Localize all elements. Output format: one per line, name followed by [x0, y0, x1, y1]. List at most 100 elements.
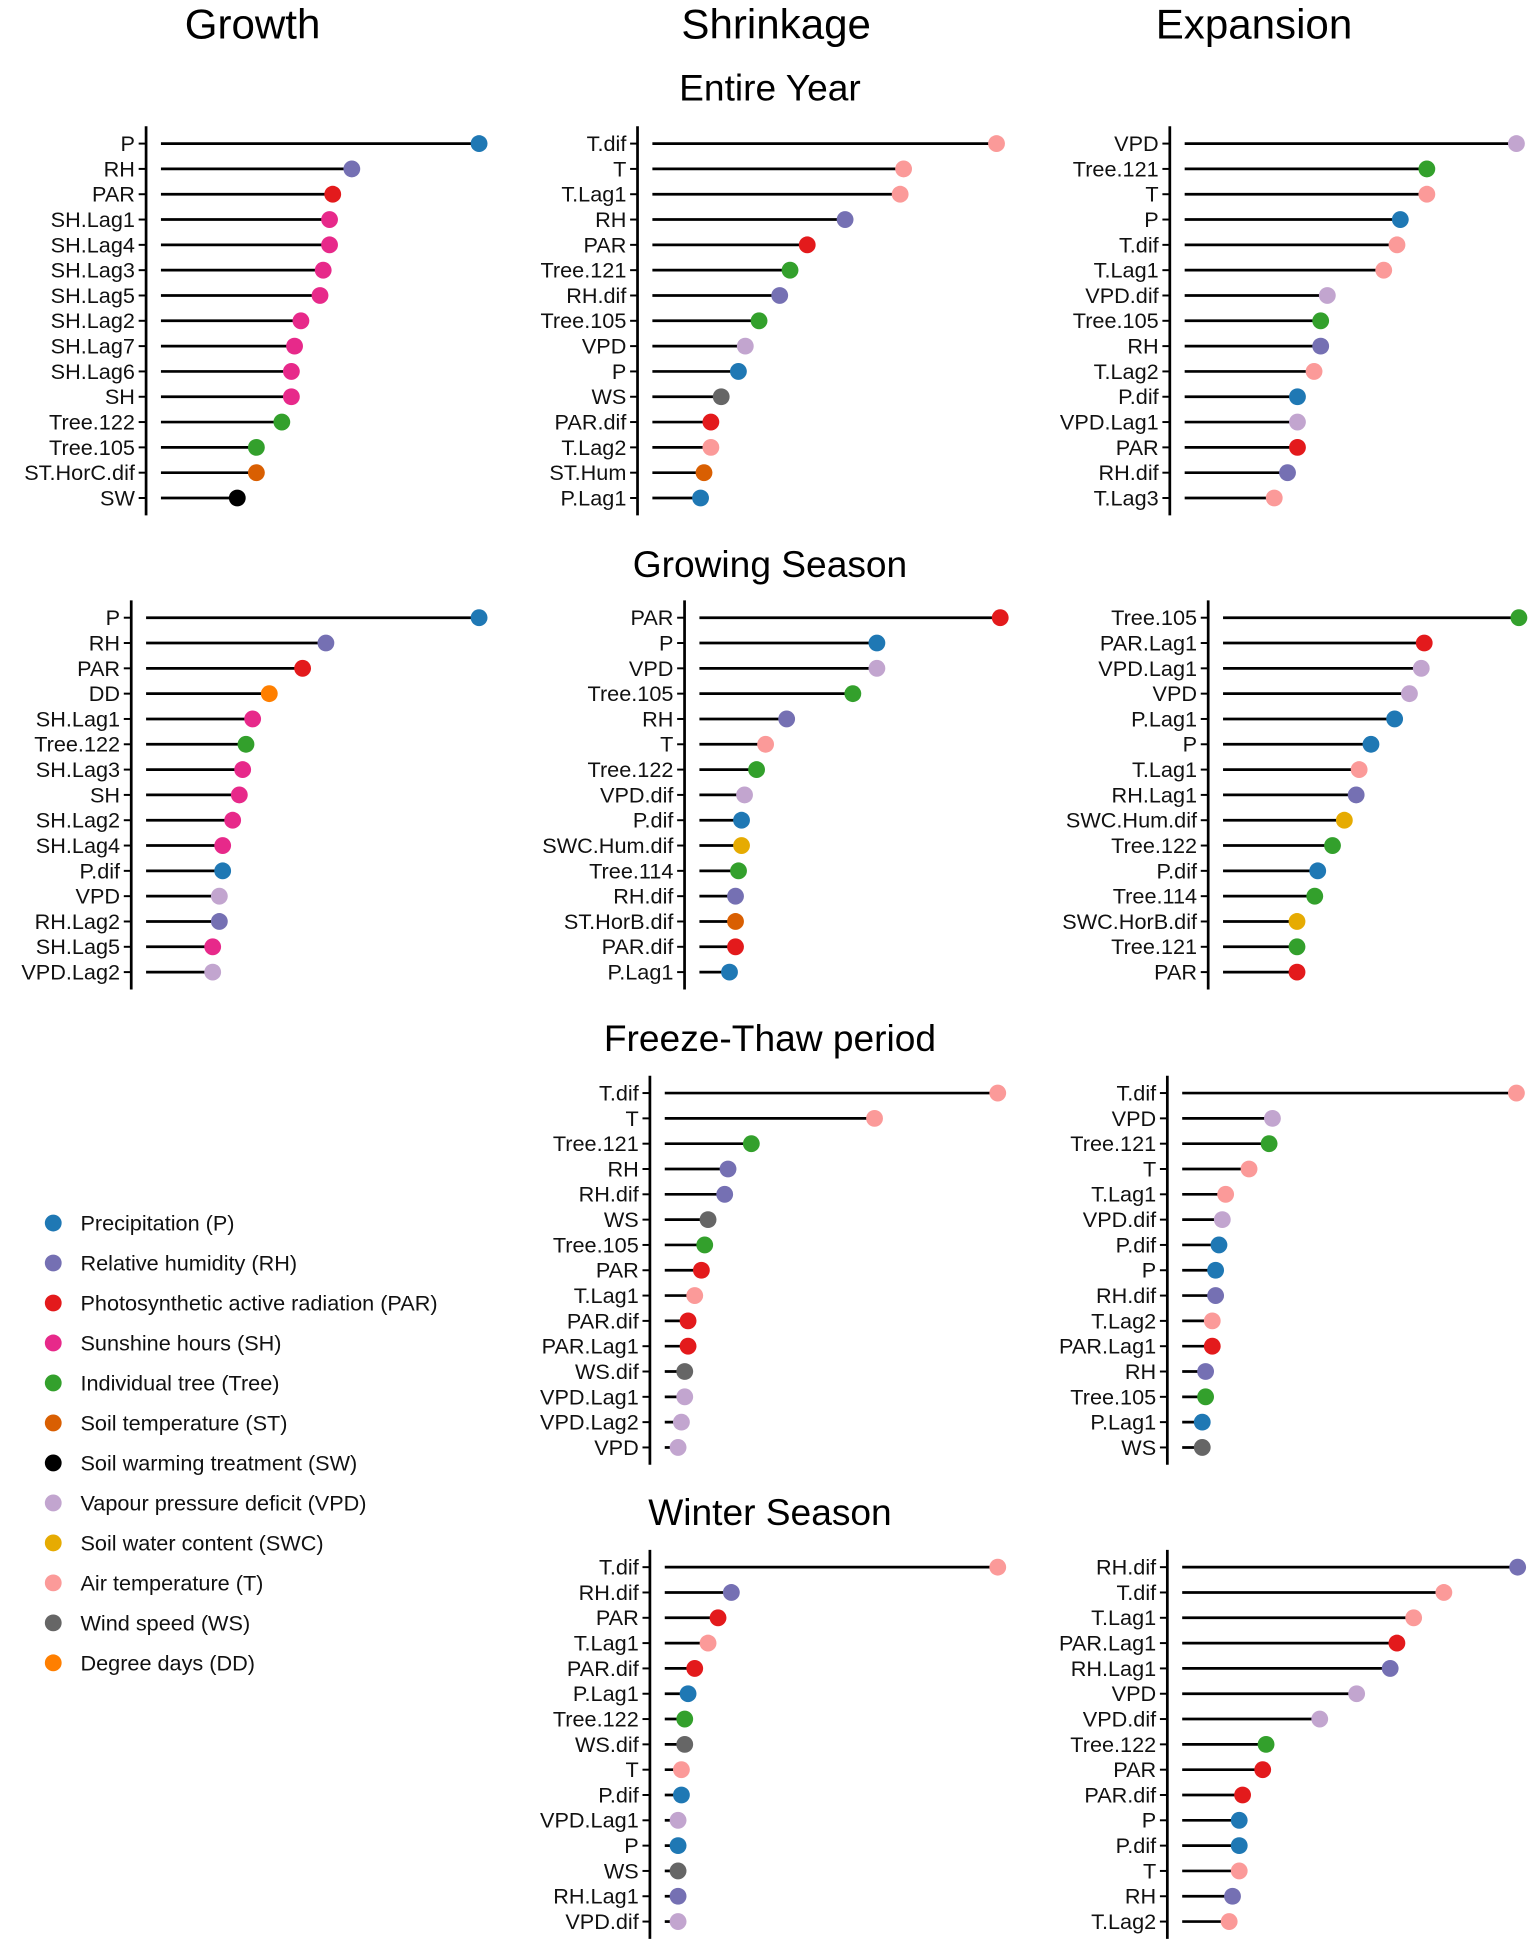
lollipop-dot	[1279, 464, 1296, 482]
panel-growth-growing-season: PRHPARDDSH.Lag1Tree.122SH.Lag3SHSH.Lag2S…	[21, 600, 488, 990]
tick-label: Tree.105	[1111, 605, 1197, 630]
tick-label: Tree.114	[589, 858, 673, 883]
lollipop-dot	[1197, 1363, 1215, 1380]
tick-label: VPD	[76, 884, 121, 909]
panel-expansion-growing-season: Tree.105PAR.Lag1VPD.Lag1VPDP.Lag1PT.Lag1…	[1062, 600, 1528, 990]
lollipop-dot	[836, 211, 854, 228]
legend-marker	[44, 1414, 62, 1432]
tick-label: VPD.dif	[600, 782, 674, 807]
tick-label: VPD.dif	[1083, 1207, 1157, 1232]
lollipop-dot	[1289, 413, 1306, 431]
lollipop-dot	[228, 489, 246, 507]
tick-label: SH.Lag5	[36, 934, 120, 959]
lollipop-dot	[672, 1413, 690, 1431]
tick-label: VPD.Lag1	[540, 1384, 639, 1409]
tick-label: Tree.122	[49, 409, 135, 434]
lollipop-dot	[1510, 609, 1528, 627]
lollipop-dot	[1230, 1811, 1248, 1829]
lollipop-dot	[716, 1185, 734, 1203]
tick-label: RH	[642, 706, 673, 731]
tick-label: VPD	[1153, 681, 1198, 706]
tick-label: P	[612, 359, 626, 384]
lollipop-dot	[733, 811, 750, 829]
tick-label: VPD.Lag1	[540, 1808, 639, 1833]
tick-label: PAR.dif	[567, 1656, 640, 1681]
lollipop-dot	[1260, 1135, 1278, 1153]
lollipop-dot	[1362, 735, 1380, 753]
panel-shrinkage-freeze-thaw-period: T.difTTree.121RHRH.difWSTree.105PART.Lag…	[540, 1075, 1007, 1465]
lollipop-dot	[1391, 211, 1409, 228]
lollipop-dot	[679, 1312, 697, 1330]
tick-label: P.Lag1	[573, 1681, 639, 1706]
tick-label: Tree.105	[553, 1232, 639, 1257]
lollipop-dot	[1234, 1786, 1251, 1804]
lollipop-dot	[750, 312, 768, 330]
lollipop-dot	[989, 1084, 1007, 1102]
legend-marker	[44, 1334, 62, 1352]
lollipop-dot	[294, 659, 312, 677]
lollipop-dot	[1288, 913, 1306, 930]
tick-label: RH.Lag2	[35, 909, 120, 934]
lollipop-dot	[702, 413, 720, 431]
tick-label: Tree.121	[541, 258, 627, 283]
tick-label: RH.dif	[1098, 460, 1159, 485]
legend-item: Vapour pressure deficit (VPD)	[44, 1490, 367, 1515]
lollipop-dot	[722, 1584, 740, 1601]
lollipop-dot	[669, 1811, 687, 1829]
lollipop-dot	[1306, 887, 1324, 905]
lollipop-dot	[1224, 1887, 1241, 1905]
tick-label: RH.dif	[566, 283, 627, 308]
tick-label: Tree.121	[1073, 156, 1159, 181]
tick-label: PAR	[92, 182, 135, 207]
lollipop-dot	[742, 1135, 760, 1153]
tick-label: ST.HorC.dif	[24, 460, 136, 485]
tick-label: SH.Lag2	[36, 808, 120, 833]
tick-label: Tree.122	[1111, 833, 1197, 858]
lollipop-dot	[676, 1710, 694, 1728]
legend-item: Sunshine hours (SH)	[44, 1330, 282, 1355]
lollipop-dot	[695, 464, 713, 482]
lollipop-dot	[1257, 1735, 1275, 1753]
panel-shrinkage-winter-season: T.difRH.difPART.Lag1PAR.difP.Lag1Tree.12…	[540, 1549, 1007, 1939]
legend-marker	[44, 1574, 62, 1592]
lollipop-dot	[1210, 1236, 1228, 1254]
lollipop-dot	[1388, 236, 1406, 254]
tick-label: T.Lag2	[1091, 1909, 1156, 1934]
tick-label: RH.dif	[1096, 1555, 1157, 1580]
legend-item: Soil temperature (ST)	[44, 1410, 287, 1435]
tick-label: RH.dif	[579, 1580, 640, 1605]
panel-expansion-freeze-thaw-period: T.difVPDTree.121TT.Lag1VPD.difP.difPRH.d…	[1059, 1075, 1525, 1465]
lollipop-dot	[778, 710, 796, 728]
tick-label: T	[1143, 1858, 1156, 1883]
lollipop-dot	[317, 634, 335, 652]
lollipop-dot	[727, 887, 744, 905]
legend-label: Air temperature (T)	[80, 1570, 263, 1595]
lollipop-dot	[1265, 489, 1283, 507]
lollipop-dot	[1412, 659, 1430, 677]
tick-label: RH.Lag1	[553, 1884, 638, 1909]
legend-marker	[44, 1254, 62, 1272]
legend-item: Wind speed (WS)	[44, 1610, 250, 1635]
lollipop-dot	[286, 337, 303, 355]
tick-label: P	[1144, 207, 1158, 232]
lollipop-dot	[321, 211, 338, 228]
lollipop-dot	[709, 1609, 727, 1627]
tick-label: RH	[1127, 334, 1158, 359]
legend-item: Soil water content (SWC)	[44, 1530, 324, 1555]
tick-label: P	[1183, 732, 1197, 757]
panel-expansion-entire-year: VPDTree.121TPT.difT.Lag1VPD.difTree.105R…	[1060, 126, 1525, 516]
tick-label: Tree.122	[1070, 1732, 1156, 1757]
legend-marker	[44, 1534, 62, 1552]
lollipop-dot	[343, 160, 361, 178]
section-title-entire-year: Entire Year	[679, 66, 861, 108]
tick-label: RH.Lag1	[1071, 1656, 1156, 1681]
tick-label: P.dif	[80, 858, 122, 883]
tick-label: Tree.105	[49, 435, 135, 460]
tick-label: RH	[104, 156, 135, 181]
lollipop-dot	[692, 489, 709, 507]
tick-label: P	[1142, 1258, 1156, 1283]
lollipop-dot	[1197, 1388, 1215, 1406]
tick-label: PAR	[1116, 435, 1159, 460]
tick-label: SWC.Hum.dif	[1066, 808, 1198, 833]
legend-label: Soil warming treatment (SW)	[80, 1450, 357, 1475]
